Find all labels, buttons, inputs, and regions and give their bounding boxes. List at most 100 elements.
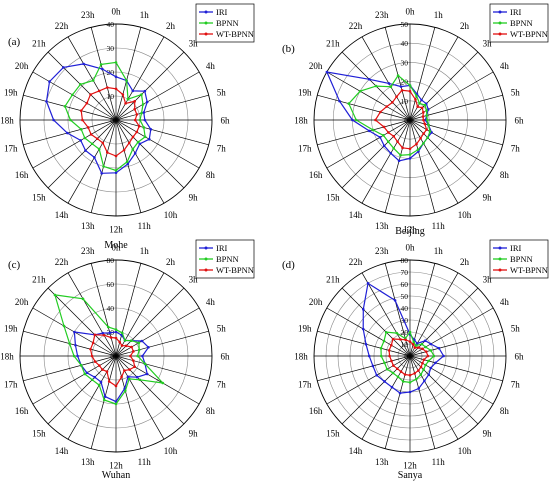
- spoke-line: [409, 355, 503, 382]
- data-point-bpnn: [120, 331, 124, 335]
- data-point-wt-bpnn: [423, 122, 427, 126]
- data-point-bpnn: [412, 340, 416, 344]
- data-point-bpnn: [91, 79, 95, 82]
- radial-tick-label: 10: [401, 97, 409, 106]
- data-point-wt-bpnn: [131, 135, 135, 139]
- spoke-line: [32, 119, 117, 169]
- radial-tick-label: 40: [107, 20, 115, 29]
- data-point-bpnn: [68, 342, 71, 345]
- data-point-wt-bpnn: [422, 118, 425, 122]
- spoke-line: [32, 355, 117, 405]
- data-point-wt-bpnn: [415, 142, 418, 146]
- data-point-wt-bpnn: [137, 124, 141, 128]
- hour-label: 16h: [309, 406, 323, 416]
- legend-marker-wt-bpnn: [204, 268, 208, 272]
- data-point-bpnn: [81, 297, 85, 301]
- hour-label: 1h: [434, 246, 444, 256]
- data-point-wt-bpnn: [385, 105, 389, 108]
- data-point-wt-bpnn: [89, 347, 92, 351]
- data-point-wt-bpnn: [98, 364, 101, 367]
- radial-tick-label: 50: [401, 20, 409, 29]
- hour-label: 6h: [221, 352, 231, 362]
- data-point-wt-bpnn: [404, 338, 407, 342]
- spoke-line: [409, 355, 436, 449]
- hour-label: 14h: [55, 446, 69, 456]
- hour-label: 1h: [140, 10, 150, 20]
- hour-label: 8h: [500, 406, 510, 416]
- spoke-line: [115, 119, 200, 169]
- data-point-wt-bpnn: [379, 110, 382, 114]
- spoke-line: [115, 355, 142, 449]
- data-point-bpnn: [419, 373, 423, 377]
- data-point-wt-bpnn: [114, 384, 118, 388]
- spoke-line: [317, 119, 411, 146]
- data-point-wt-bpnn: [419, 136, 422, 140]
- station-label: Wuhan: [102, 470, 130, 481]
- spoke-line: [67, 119, 117, 204]
- data-point-bpnn: [432, 354, 436, 358]
- hour-label: 21h: [32, 38, 46, 48]
- data-point-wt-bpnn: [392, 134, 396, 138]
- legend-label-wt-bpnn: WT-BPNN: [216, 265, 254, 275]
- hour-label: 19h: [4, 323, 18, 333]
- hour-label: 9h: [189, 193, 199, 203]
- radial-tick-label: 30: [401, 58, 409, 67]
- hour-label: 5h: [217, 323, 227, 333]
- hour-label: 6h: [515, 352, 525, 362]
- spoke-line: [90, 263, 117, 357]
- data-point-iri: [74, 343, 77, 347]
- hour-label: 22h: [55, 257, 69, 267]
- data-point-wt-bpnn: [416, 105, 419, 108]
- data-point-iri: [417, 387, 420, 390]
- data-point-wt-bpnn: [395, 95, 398, 99]
- data-point-iri: [147, 137, 151, 141]
- panel-label: (d): [282, 259, 295, 271]
- data-point-bpnn: [408, 330, 412, 334]
- spoke-line: [361, 36, 411, 121]
- data-point-iri: [371, 364, 375, 368]
- data-point-wt-bpnn: [90, 354, 94, 358]
- hour-label: 13h: [81, 221, 95, 231]
- data-point-wt-bpnn: [135, 113, 139, 116]
- data-point-iri: [126, 375, 130, 379]
- hour-label: 18h: [294, 352, 308, 362]
- data-point-wt-bpnn: [401, 146, 404, 150]
- data-point-wt-bpnn: [97, 89, 101, 93]
- data-point-bpnn: [347, 102, 351, 105]
- hour-label: 8h: [206, 170, 216, 180]
- data-point-bpnn: [424, 363, 427, 367]
- data-point-iri: [114, 330, 118, 334]
- data-point-iri: [383, 380, 386, 383]
- data-point-iri: [48, 80, 51, 83]
- data-point-wt-bpnn: [93, 333, 97, 337]
- data-point-bpnn: [408, 84, 412, 87]
- hour-label: 6h: [515, 116, 525, 126]
- data-point-iri: [143, 89, 147, 93]
- data-point-iri: [423, 379, 426, 383]
- radial-tick-label: 30: [107, 44, 115, 53]
- data-point-iri: [114, 75, 118, 79]
- hour-label: 5h: [511, 323, 521, 333]
- hour-label: 2h: [166, 21, 176, 31]
- data-point-bpnn: [392, 146, 395, 150]
- legend-label-bpnn: BPNN: [216, 18, 239, 28]
- data-point-bpnn: [143, 135, 147, 139]
- data-point-wt-bpnn: [399, 338, 402, 341]
- radial-tick-label: 0: [110, 116, 114, 125]
- hour-label: 14h: [55, 210, 69, 220]
- spoke-line: [341, 119, 411, 189]
- data-point-iri: [398, 391, 402, 395]
- data-point-wt-bpnn: [421, 361, 424, 365]
- data-point-wt-bpnn: [123, 369, 126, 372]
- data-point-wt-bpnn: [135, 130, 139, 134]
- spoke-line: [361, 119, 411, 204]
- radial-tick-label: 20: [401, 328, 409, 337]
- hour-label: 0h: [112, 243, 122, 253]
- data-point-iri: [420, 98, 423, 102]
- data-point-bpnn: [161, 381, 165, 385]
- data-point-bpnn: [383, 361, 386, 365]
- spoke-line: [115, 51, 185, 121]
- hour-label: 3h: [483, 274, 493, 284]
